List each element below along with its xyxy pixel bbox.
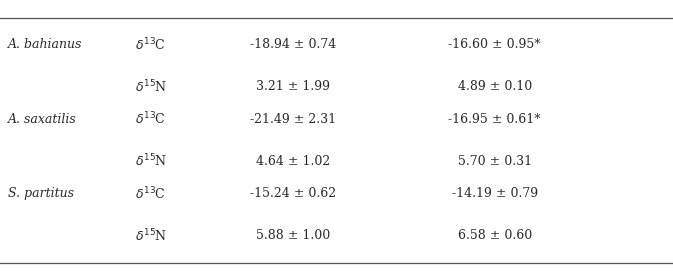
Text: $\delta^{13}$C: $\delta^{13}$C bbox=[135, 111, 166, 128]
Text: -16.60 ± 0.95*: -16.60 ± 0.95* bbox=[448, 38, 541, 51]
Text: 5.88 ± 1.00: 5.88 ± 1.00 bbox=[256, 229, 330, 242]
Text: $\delta^{15}$N: $\delta^{15}$N bbox=[135, 78, 167, 95]
Text: 3.21 ± 1.99: 3.21 ± 1.99 bbox=[256, 80, 330, 93]
Text: $\delta^{13}$C: $\delta^{13}$C bbox=[135, 185, 166, 202]
Text: 6.58 ± 0.60: 6.58 ± 0.60 bbox=[458, 229, 532, 242]
Text: A. bahianus: A. bahianus bbox=[8, 38, 83, 51]
Text: 5.70 ± 0.31: 5.70 ± 0.31 bbox=[458, 155, 532, 168]
Text: -21.49 ± 2.31: -21.49 ± 2.31 bbox=[250, 113, 336, 126]
Text: $\delta^{15}$N: $\delta^{15}$N bbox=[135, 227, 167, 244]
Text: -15.24 ± 0.62: -15.24 ± 0.62 bbox=[250, 187, 336, 200]
Text: $\delta^{13}$C: $\delta^{13}$C bbox=[135, 36, 166, 53]
Text: A. saxatilis: A. saxatilis bbox=[8, 113, 77, 126]
Text: -16.95 ± 0.61*: -16.95 ± 0.61* bbox=[448, 113, 541, 126]
Text: -14.19 ± 0.79: -14.19 ± 0.79 bbox=[452, 187, 538, 200]
Text: S. partitus: S. partitus bbox=[8, 187, 74, 200]
Text: $\delta^{15}$N: $\delta^{15}$N bbox=[135, 153, 167, 170]
Text: -18.94 ± 0.74: -18.94 ± 0.74 bbox=[250, 38, 336, 51]
Text: 4.89 ± 0.10: 4.89 ± 0.10 bbox=[458, 80, 532, 93]
Text: 4.64 ± 1.02: 4.64 ± 1.02 bbox=[256, 155, 330, 168]
